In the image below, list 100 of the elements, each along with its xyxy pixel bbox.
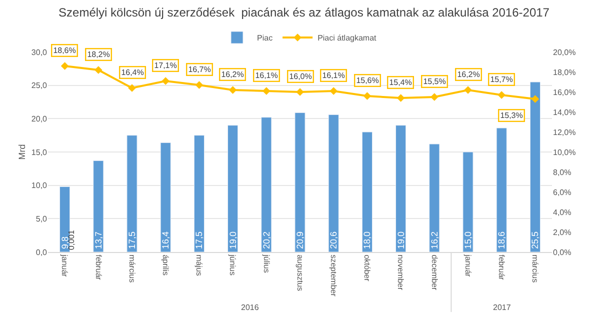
point (60, 62, 69, 70)
point (195, 81, 204, 89)
x-tick-label: október (362, 254, 372, 282)
x-tick-label: augusztus (295, 254, 304, 292)
data-label: 15,4% (389, 78, 412, 88)
text: 2016 (241, 303, 260, 312)
bar (362, 132, 372, 252)
data-label: 16,2% (457, 70, 480, 80)
bar (194, 135, 204, 252)
data-label: 17,5 (127, 231, 137, 249)
data-label: 16,4 (160, 231, 171, 249)
data-label: 20,9 (295, 231, 305, 249)
y2-tick-label: 14,0% (553, 108, 576, 117)
bar (396, 125, 406, 252)
point (464, 86, 472, 94)
point (363, 92, 372, 100)
y-axis-title: Mrd (16, 144, 27, 160)
data-label: 17,1% (154, 61, 177, 70)
y-tick-label: 20,0 (31, 114, 48, 124)
data-label: 16,2 (429, 231, 440, 249)
bar (496, 128, 507, 252)
data-label: 15,0 (463, 231, 473, 249)
data-label: 16,4% (121, 68, 144, 78)
data-label: 20,2 (261, 231, 272, 249)
bar (462, 152, 474, 252)
data-label: 18,6 (496, 231, 507, 249)
y2-tick-label: 2,0% (553, 228, 572, 237)
x-tick-label: március (530, 254, 540, 283)
chart-title: Személyi kölcsön új szerződések piacának és az átlagos kamatnak az alakulása 2016-2017 (58, 5, 550, 20)
data-label: 13,7 (93, 231, 104, 249)
annotation: 0,001 (67, 229, 76, 250)
x-tick-label: január (463, 254, 472, 278)
y-tick-label: 30,0 (31, 48, 48, 57)
x-tick-label: december (430, 254, 439, 291)
bar (530, 82, 540, 252)
bar (294, 112, 306, 252)
y-tick-label: 5,0 (36, 214, 48, 224)
y2-tick-label: 10,0% (553, 148, 576, 157)
data-label: 15,7% (490, 75, 513, 84)
x-tick-label: szeptember (329, 254, 338, 297)
y-tick-label: 25,0 (31, 81, 48, 90)
y2-tick-label: 0,0% (553, 248, 572, 257)
y2-tick-label: 20,0% (553, 48, 576, 57)
data-label: 15,3% (500, 111, 523, 120)
bar (328, 114, 339, 252)
bar (60, 186, 70, 252)
data-label: 9,8 (60, 236, 70, 249)
data-label: 18,0 (362, 231, 372, 249)
point (396, 94, 405, 102)
data-label: 16,2% (221, 70, 244, 80)
y2-tick-label: 12,0% (553, 128, 576, 137)
y-tick-label: 0,0 (36, 248, 48, 257)
x-tick-label: november (396, 254, 406, 291)
data-label: 19,0 (396, 231, 406, 249)
text: 2017 (493, 303, 512, 312)
legend-label: Piac (257, 34, 273, 43)
bar (261, 117, 272, 252)
y-tick-label: 10,0 (31, 181, 48, 190)
x-tick-label: július (262, 254, 271, 273)
point (94, 66, 102, 74)
point (162, 77, 170, 85)
bar (429, 144, 440, 252)
x-tick-label: január (60, 254, 70, 278)
data-label: 18,2% (87, 50, 110, 60)
data-label: 15,6% (356, 76, 379, 86)
data-label: 16,1% (322, 71, 345, 80)
y2-tick-label: 8,0% (553, 168, 572, 177)
point (330, 87, 338, 95)
data-label: 16,7% (188, 65, 211, 74)
y2-tick-label: 4,0% (553, 208, 572, 217)
point (498, 91, 506, 99)
point (296, 88, 304, 96)
data-label: 25,5 (530, 231, 540, 249)
point (531, 95, 540, 103)
point (430, 93, 438, 101)
y2-tick-label: 18,0% (553, 68, 576, 77)
x-tick-label: február (94, 254, 103, 280)
x-tick-label: május (194, 254, 204, 276)
point (262, 87, 270, 95)
bar (93, 160, 104, 252)
point (128, 84, 136, 92)
x-tick-label: június (228, 254, 238, 276)
bar (228, 125, 238, 252)
y-tick-label: 15,0 (31, 148, 48, 157)
bar (160, 142, 171, 252)
y2-tick-label: 16,0% (553, 88, 576, 97)
data-label: 16,1% (255, 71, 278, 80)
data-label: 16,0% (289, 72, 312, 82)
y2-tick-label: 6,0% (553, 188, 572, 197)
data-label: 15,5% (423, 77, 446, 86)
x-tick-label: április (161, 254, 170, 276)
data-label: 20,6 (328, 231, 339, 249)
x-tick-label: február (497, 254, 506, 280)
bar (126, 135, 138, 252)
point (228, 86, 237, 94)
legend-label: Piaci átlagkamat (318, 34, 378, 43)
x-tick-label: március (127, 254, 136, 283)
data-label: 19,0 (228, 231, 238, 249)
data-label: 18,6% (53, 46, 76, 56)
data-label: 17,5 (194, 231, 204, 249)
